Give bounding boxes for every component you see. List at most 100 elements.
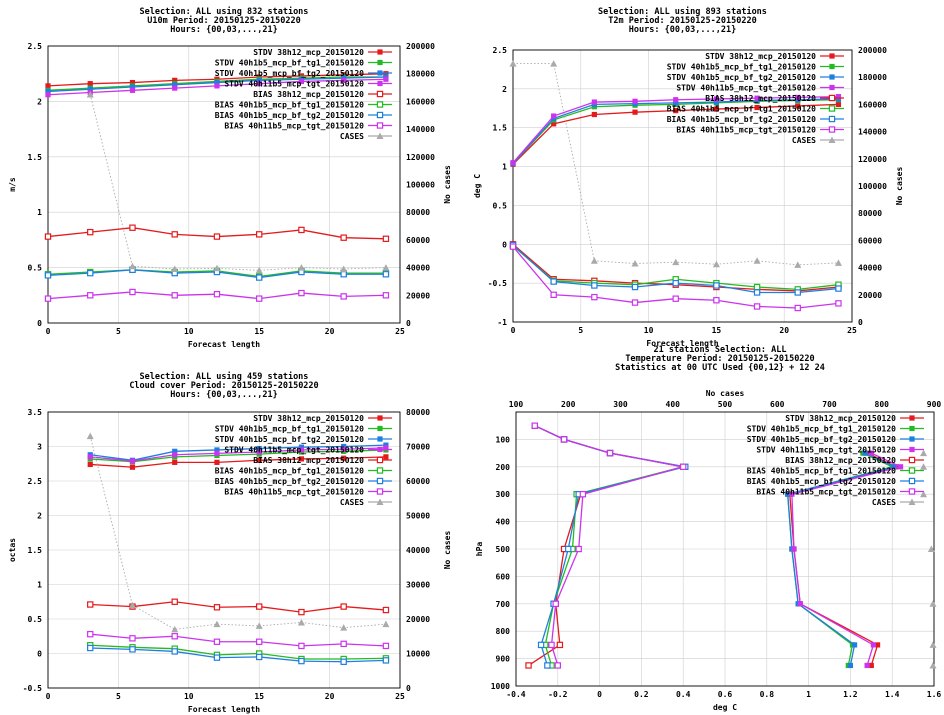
data-point — [341, 77, 347, 83]
legend-marker — [908, 456, 916, 464]
y2-tick-label: 0 — [406, 684, 411, 693]
data-point — [256, 295, 263, 302]
legend-entry: CASES — [340, 132, 364, 141]
data-point — [606, 449, 614, 457]
series-line — [90, 633, 386, 647]
y2-tick-label: 160000 — [858, 100, 887, 109]
data-point — [753, 257, 761, 264]
data-point — [382, 271, 390, 278]
legend-entry: STDV 38h12_mcp_20150120 — [785, 414, 896, 423]
data-point — [834, 259, 842, 266]
y-tick-label: 400 — [496, 518, 511, 527]
data-point — [340, 640, 347, 648]
legend-marker — [828, 126, 836, 133]
data-point — [340, 265, 348, 272]
legend-marker — [376, 467, 384, 474]
data-point — [171, 292, 178, 299]
legend-entry: STDV 40h1b5_mcp_bf_tg1_20150120 — [667, 63, 816, 72]
data-point — [753, 303, 761, 310]
x-tick-label: 1.6 — [927, 690, 942, 699]
data-point — [256, 445, 262, 452]
series-bias-38h12-mcp-20150120 — [44, 224, 390, 242]
y2-tick-label: 180000 — [858, 73, 887, 82]
legend-marker — [828, 105, 836, 112]
y2-tick-label: 60000 — [858, 236, 882, 245]
y2-axis-label: No cases — [895, 167, 904, 206]
y2-tick-label: 200000 — [858, 46, 887, 55]
legend-marker — [908, 498, 916, 505]
data-point — [298, 608, 305, 616]
y2-tick-label: 50000 — [406, 512, 430, 521]
chart-title-line: T2m Period: 20150125-20150220 — [608, 15, 756, 26]
series-stdv-38h12-mcp-20150120 — [510, 101, 842, 167]
data-point — [544, 662, 551, 669]
series-line — [90, 601, 386, 613]
data-point — [382, 235, 390, 242]
y-tick-label: 3.5 — [28, 408, 43, 417]
data-point — [754, 95, 760, 101]
y-tick-label: -0.5 — [23, 684, 42, 693]
chart-title-line: Cloud cover Period: 20150125-20150220 — [129, 380, 318, 391]
legend-marker — [376, 132, 384, 139]
data-point — [551, 121, 557, 127]
series-stdv-38h12-mcp-20150120 — [87, 454, 389, 470]
y2-tick-label: 80000 — [406, 208, 430, 217]
legend-marker — [909, 446, 915, 453]
y2-tick-label: 120000 — [406, 153, 435, 162]
legend-marker — [828, 115, 836, 123]
y-tick-label: 600 — [496, 572, 511, 581]
x2-axis-label: No cases — [706, 389, 745, 398]
data-point — [213, 604, 221, 611]
x-tick-label: 15 — [254, 692, 264, 701]
chart-title-line: U10m Period: 20150125-20150220 — [147, 15, 301, 26]
data-point — [129, 464, 136, 470]
legend-marker — [377, 59, 383, 66]
data-point — [550, 291, 557, 299]
data-point — [631, 299, 639, 306]
data-point — [45, 88, 51, 95]
data-point — [87, 292, 94, 299]
legend-entry: BIAS 40h11b5_mcp_tgt_20150120 — [224, 488, 364, 497]
data-point — [171, 598, 178, 605]
data-point — [213, 233, 221, 240]
legend-marker — [377, 49, 383, 55]
legend-marker — [908, 467, 916, 474]
series-bias-40h11b5-mcp-tgt-20150120 — [87, 630, 390, 650]
y-tick-label: 1 — [502, 163, 507, 172]
data-point — [591, 99, 597, 105]
x2-tick-label: 500 — [718, 400, 733, 409]
data-point — [256, 603, 263, 610]
y-tick-label: 0 — [37, 650, 42, 659]
legend-marker — [909, 425, 915, 432]
legend-entry: BIAS 40h1b5_mcp_bf_tg2_20150120 — [215, 111, 364, 120]
x-tick-label: 25 — [395, 327, 405, 336]
series-cases — [509, 60, 842, 268]
series-bias-40h1b5-mcp-bf-tg2-20150120 — [87, 644, 390, 665]
y2-tick-label: 80000 — [406, 408, 430, 417]
data-point — [45, 92, 51, 98]
data-point — [552, 600, 559, 608]
x2-tick-label: 600 — [770, 400, 785, 409]
legend-marker — [377, 415, 383, 421]
data-point — [537, 641, 545, 649]
legend-entry: BIAS 38h12_mcp_20150120 — [253, 456, 364, 465]
data-point — [591, 282, 598, 289]
legend-entry: BIAS 40h1b5_mcp_bf_tg1_20150120 — [667, 105, 816, 114]
data-point — [382, 642, 390, 650]
data-point — [255, 622, 263, 629]
data-point — [129, 87, 136, 93]
series-bias-40h11b5-mcp-tgt-20150120 — [44, 288, 390, 302]
x-axis-label: Forecast length — [188, 340, 260, 349]
data-point — [298, 447, 305, 453]
data-point — [383, 442, 389, 448]
data-point — [753, 283, 761, 291]
y-tick-label: 500 — [496, 545, 511, 554]
y2-tick-label: 10000 — [406, 650, 430, 659]
legend-entry: STDV 40h1b5_mcp_bf_tg2_20150120 — [215, 69, 364, 78]
legend-entry: STDV 40h1b5_mcp_bf_tg2_20150120 — [667, 73, 816, 82]
data-point — [298, 456, 305, 462]
x-tick-label: 25 — [847, 326, 857, 335]
